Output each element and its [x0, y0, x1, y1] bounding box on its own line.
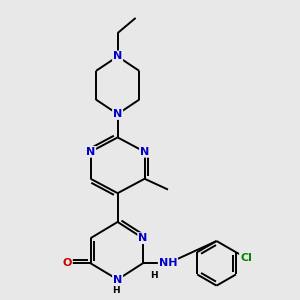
Text: O: O	[63, 258, 72, 268]
Text: H: H	[151, 272, 158, 280]
Text: N: N	[86, 147, 95, 157]
Text: NH: NH	[159, 258, 177, 268]
Text: Cl: Cl	[240, 253, 252, 262]
Text: H: H	[112, 286, 120, 295]
Text: N: N	[113, 52, 122, 61]
Text: N: N	[113, 274, 122, 284]
Text: N: N	[140, 147, 149, 157]
Text: N: N	[113, 109, 122, 119]
Text: N: N	[138, 233, 147, 243]
